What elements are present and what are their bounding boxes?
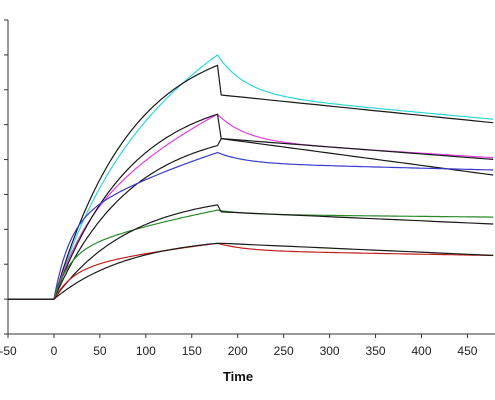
- fit-curve-10: [8, 242, 494, 300]
- measured-curve-6: [8, 152, 494, 300]
- axes: -50 0 50 100 150 200 250 300 350 400 450: [0, 19, 495, 358]
- x-tick-label: 400: [411, 344, 431, 358]
- x-tick-label: 350: [366, 344, 386, 358]
- fit-curve-8: [8, 204, 494, 300]
- x-axis-title: Time: [223, 369, 253, 384]
- fit-curve-5: [8, 138, 494, 300]
- x-tick-label: 150: [182, 344, 202, 358]
- measured-curve-7: [8, 209, 494, 300]
- x-tick-label: 100: [136, 344, 156, 358]
- x-tick-label: 450: [457, 344, 477, 358]
- x-tick-label: 0: [51, 344, 58, 358]
- x-tick-label: 300: [320, 344, 340, 358]
- fit-curve-4: [8, 113, 494, 300]
- x-tick-label: 250: [274, 344, 294, 358]
- x-tick-label: 50: [93, 344, 107, 358]
- series-group: [8, 54, 494, 300]
- x-tick-label: -50: [0, 344, 17, 358]
- fit-curve-2: [8, 64, 494, 300]
- x-tick-label: 200: [228, 344, 248, 358]
- measured-curve-1: [8, 54, 494, 300]
- measured-curve-9: [8, 242, 494, 300]
